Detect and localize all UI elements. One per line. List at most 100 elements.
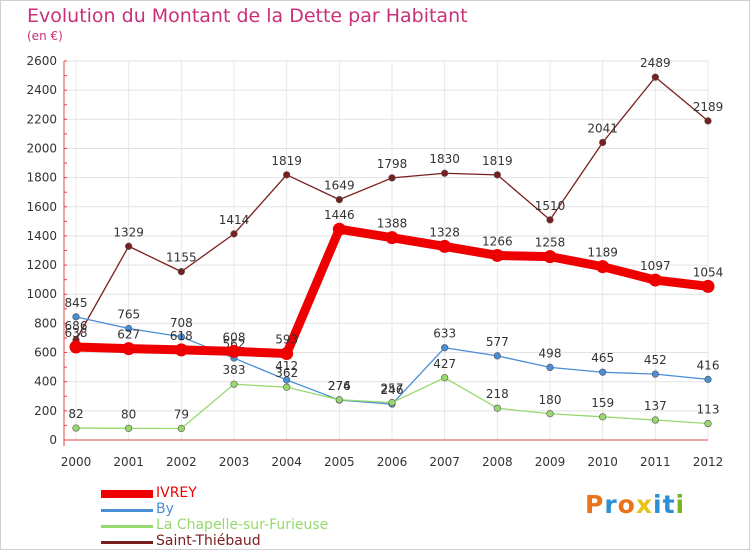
data-label-by: 465 [591,351,614,365]
data-point-by [546,363,554,372]
legend-label: IVREY [156,485,197,501]
x-tick-label: 2007 [429,455,460,469]
data-label-saint-thi-baud: 1649 [324,179,355,193]
x-tick-label: 2006 [377,455,408,469]
data-point-saint-thi-baud [177,268,185,276]
data-label-ivrey: 1328 [429,225,460,239]
data-label-la-chapelle-sur-furieuse: 113 [697,403,720,417]
x-tick-label: 2005 [324,455,355,469]
data-label-la-chapelle-sur-furieuse: 276 [328,379,351,393]
data-point-ivrey [543,250,557,264]
data-label-la-chapelle-sur-furieuse: 137 [644,399,667,413]
y-tick-label: 800 [34,316,57,330]
data-label-saint-thi-baud: 2041 [587,121,618,135]
data-point-by [125,324,133,333]
x-tick-label: 2009 [535,455,566,469]
y-tick-label: 1000 [26,287,57,301]
data-point-la-chapelle-sur-furieuse [599,413,607,421]
data-point-ivrey [385,231,399,245]
data-label-saint-thi-baud: 1830 [429,152,460,166]
data-label-saint-thi-baud: 686 [65,319,88,333]
data-label-ivrey: 1446 [324,208,355,222]
data-point-la-chapelle-sur-furieuse [388,398,396,407]
y-tick-label: 2200 [26,112,57,126]
y-tick-label: 0 [49,433,57,447]
data-label-ivrey: 1258 [535,236,566,250]
data-point-saint-thi-baud [599,138,607,147]
data-label-ivrey: 627 [117,328,140,342]
data-label-by: 708 [170,316,193,330]
y-tick-label: 2000 [26,141,57,155]
data-label-saint-thi-baud: 1819 [271,154,302,168]
data-point-saint-thi-baud [283,171,291,179]
y-tick-label: 600 [34,346,57,360]
data-point-saint-thi-baud [441,169,449,177]
data-point-ivrey [122,342,136,356]
x-tick-label: 2001 [113,455,144,469]
data-point-saint-thi-baud [704,117,712,125]
data-point-saint-thi-baud [335,196,343,204]
chart-title: Evolution du Montant de la Dette par Hab… [27,5,468,27]
legend-swatch [101,541,153,544]
data-point-saint-thi-baud [125,242,133,250]
data-label-saint-thi-baud: 1819 [482,154,513,168]
x-tick-label: 2004 [271,455,302,469]
data-point-ivrey [280,347,294,361]
data-label-la-chapelle-sur-furieuse: 82 [68,407,83,421]
proxiti-logo: Proxiti [585,490,685,519]
data-label-ivrey: 1266 [482,234,513,248]
data-point-saint-thi-baud [388,174,396,182]
data-label-ivrey: 1189 [587,246,618,260]
data-label-la-chapelle-sur-furieuse: 79 [174,407,189,421]
y-tick-label: 400 [34,375,57,389]
data-point-la-chapelle-sur-furieuse [283,383,291,391]
y-tick-label: 2600 [26,54,57,68]
data-point-ivrey [596,260,610,274]
data-label-by: 845 [65,296,88,310]
data-label-ivrey: 608 [223,330,246,344]
x-tick-label: 2002 [166,455,197,469]
data-label-ivrey: 1097 [640,259,671,273]
logo-letter: i [653,490,663,519]
data-point-la-chapelle-sur-furieuse [546,410,554,418]
data-label-la-chapelle-sur-furieuse: 383 [223,363,246,377]
legend-swatch [101,525,153,528]
data-label-by: 416 [697,358,720,372]
data-point-saint-thi-baud [493,171,501,179]
data-label-by: 246 [381,383,404,397]
data-point-by [283,376,291,384]
data-point-ivrey [69,340,83,354]
data-label-saint-thi-baud: 1414 [219,213,250,227]
y-tick-label: 1400 [26,229,57,243]
y-tick-label: 1200 [26,258,57,272]
data-label-la-chapelle-sur-furieuse: 362 [275,366,298,380]
data-label-ivrey: 618 [170,329,193,343]
data-point-la-chapelle-sur-furieuse [651,416,659,424]
data-label-by: 452 [644,353,667,367]
data-point-by [441,344,449,352]
data-point-la-chapelle-sur-furieuse [704,419,712,428]
x-tick-label: 2000 [61,455,92,469]
legend-label: La Chapelle-sur-Furieuse [156,517,329,533]
data-point-la-chapelle-sur-furieuse [230,380,238,388]
data-label-saint-thi-baud: 1155 [166,251,197,265]
logo-letter: r [604,490,618,519]
logo-letter: x [635,490,653,519]
data-label-saint-thi-baud: 1329 [113,225,144,239]
legend-swatch [101,509,153,512]
data-point-la-chapelle-sur-furieuse [335,396,343,404]
data-point-ivrey [174,343,188,357]
x-tick-label: 2012 [693,455,724,469]
data-point-by [72,313,80,321]
data-point-la-chapelle-sur-furieuse [125,424,133,432]
data-point-ivrey [438,239,452,253]
data-label-la-chapelle-sur-furieuse: 159 [591,396,614,410]
data-point-by [493,352,501,360]
y-tick-label: 2400 [26,83,57,97]
legend-swatch [101,490,153,498]
data-point-ivrey [332,222,346,236]
data-label-ivrey: 1388 [377,217,408,231]
data-point-ivrey [227,344,241,358]
data-label-ivrey: 593 [275,333,298,347]
